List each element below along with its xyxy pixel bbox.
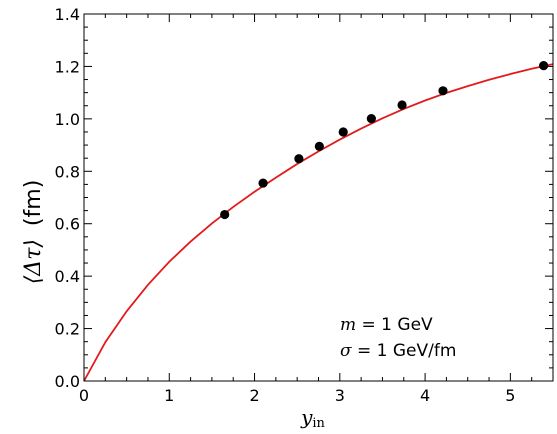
y-tick-label: 1.2 xyxy=(55,57,80,76)
data-point xyxy=(366,113,376,124)
series-layer xyxy=(83,61,554,382)
y-axis-label: ⟨Δτ⟩ (fm) xyxy=(21,180,46,285)
y-tick-label: 0.6 xyxy=(55,215,80,234)
x-tick-label: 3 xyxy=(335,386,345,405)
data-point xyxy=(314,141,324,151)
annotation-mass-symbol: m xyxy=(340,315,356,335)
x-tick-label: 2 xyxy=(249,386,259,405)
y-axis-label-symbol: ⟨Δτ⟩ xyxy=(21,239,46,284)
data-point xyxy=(294,154,304,164)
x-tick-label: 0 xyxy=(79,386,89,405)
annotation-sigma-symbol: σ xyxy=(340,341,352,361)
x-axis-label-subscript: in xyxy=(312,416,325,431)
ticks-layer xyxy=(83,13,554,382)
fit-curve-line xyxy=(83,63,554,382)
annotation-sigma-text: = 1 GeV/fm xyxy=(352,341,457,361)
x-tick-label: 5 xyxy=(505,386,515,405)
data-point xyxy=(220,209,230,220)
y-tick-label: 0.2 xyxy=(55,320,80,339)
data-point xyxy=(258,178,268,188)
y-tick-label: 0.8 xyxy=(55,162,80,181)
y-tick-label: 1.0 xyxy=(55,110,80,129)
x-axis-label: yin xyxy=(300,405,325,431)
x-axis-label-symbol: y xyxy=(300,405,313,429)
data-point xyxy=(438,86,448,96)
y-tick-label: 1.4 xyxy=(55,5,80,24)
x-tick-label: 4 xyxy=(420,386,430,405)
plot-frame xyxy=(83,13,554,382)
y-tick-label: 0.4 xyxy=(55,267,80,286)
annotation-sigma: σ = 1 GeV/fm xyxy=(340,341,456,361)
y-tick-label: 0.0 xyxy=(55,372,80,391)
data-point xyxy=(397,100,407,110)
x-tick-label: 1 xyxy=(164,386,174,405)
data-point xyxy=(539,61,549,71)
data-point xyxy=(338,127,348,137)
labels-layer: 0 1 2 3 4 5 0.0 0.2 0.4 0.6 0.8 1.0 1.2 1.4 xyxy=(55,5,516,405)
annotation-mass: m = 1 GeV xyxy=(340,315,433,335)
y-axis-label-unit: (fm) xyxy=(21,180,46,226)
annotation-mass-text: = 1 GeV xyxy=(356,315,433,335)
